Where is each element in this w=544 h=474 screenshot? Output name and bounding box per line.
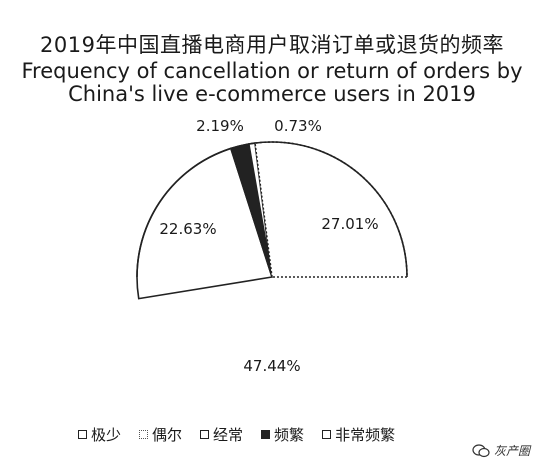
data-label-1: 27.01% — [321, 215, 378, 233]
watermark-text: 灰产圈 — [493, 444, 530, 458]
pie-slice-0 — [138, 277, 408, 413]
legend-label-occasionally: 偶尔 — [152, 426, 183, 444]
legend-swatch-very-frequently — [322, 430, 332, 439]
legend-swatch-frequently — [261, 430, 271, 439]
chart-legend: 极少 偶尔 经常 频繁 非常频繁 — [78, 424, 395, 445]
legend-label-very-frequently: 非常频繁 — [335, 426, 396, 444]
legend-item-often: 经常 — [200, 424, 243, 445]
chart-title-en-line1: Frequency of cancellation or return of o… — [21, 59, 523, 83]
legend-label-often: 经常 — [213, 426, 244, 444]
chart-title-en-line2: China's live e-commerce users in 2019 — [68, 82, 476, 106]
pie-slice-1 — [254, 141, 408, 278]
data-label-2: 22.63% — [159, 220, 216, 238]
legend-item-frequently: 频繁 — [261, 424, 304, 445]
legend-item-occasionally: 偶尔 — [139, 424, 182, 445]
legend-item-very-frequently: 非常频繁 — [322, 424, 395, 445]
pie-outline-arc — [136, 141, 408, 278]
legend-swatch-occasionally — [139, 430, 149, 439]
legend-item-rarely: 极少 — [78, 424, 121, 445]
legend-swatch-rarely — [78, 430, 87, 439]
legend-swatch-often — [200, 430, 210, 439]
legend-label-rarely: 极少 — [91, 426, 122, 444]
data-label-0: 47.44% — [243, 357, 300, 375]
wechat-icon — [472, 443, 490, 457]
chart-title-zh: 2019年中国直播电商用户取消订单或退货的频率 — [40, 33, 504, 57]
data-label-3: 2.19% — [196, 117, 244, 135]
watermark: 灰产圈 — [472, 442, 530, 459]
data-label-4: 0.73% — [274, 117, 322, 135]
legend-label-frequently: 频繁 — [274, 426, 305, 444]
